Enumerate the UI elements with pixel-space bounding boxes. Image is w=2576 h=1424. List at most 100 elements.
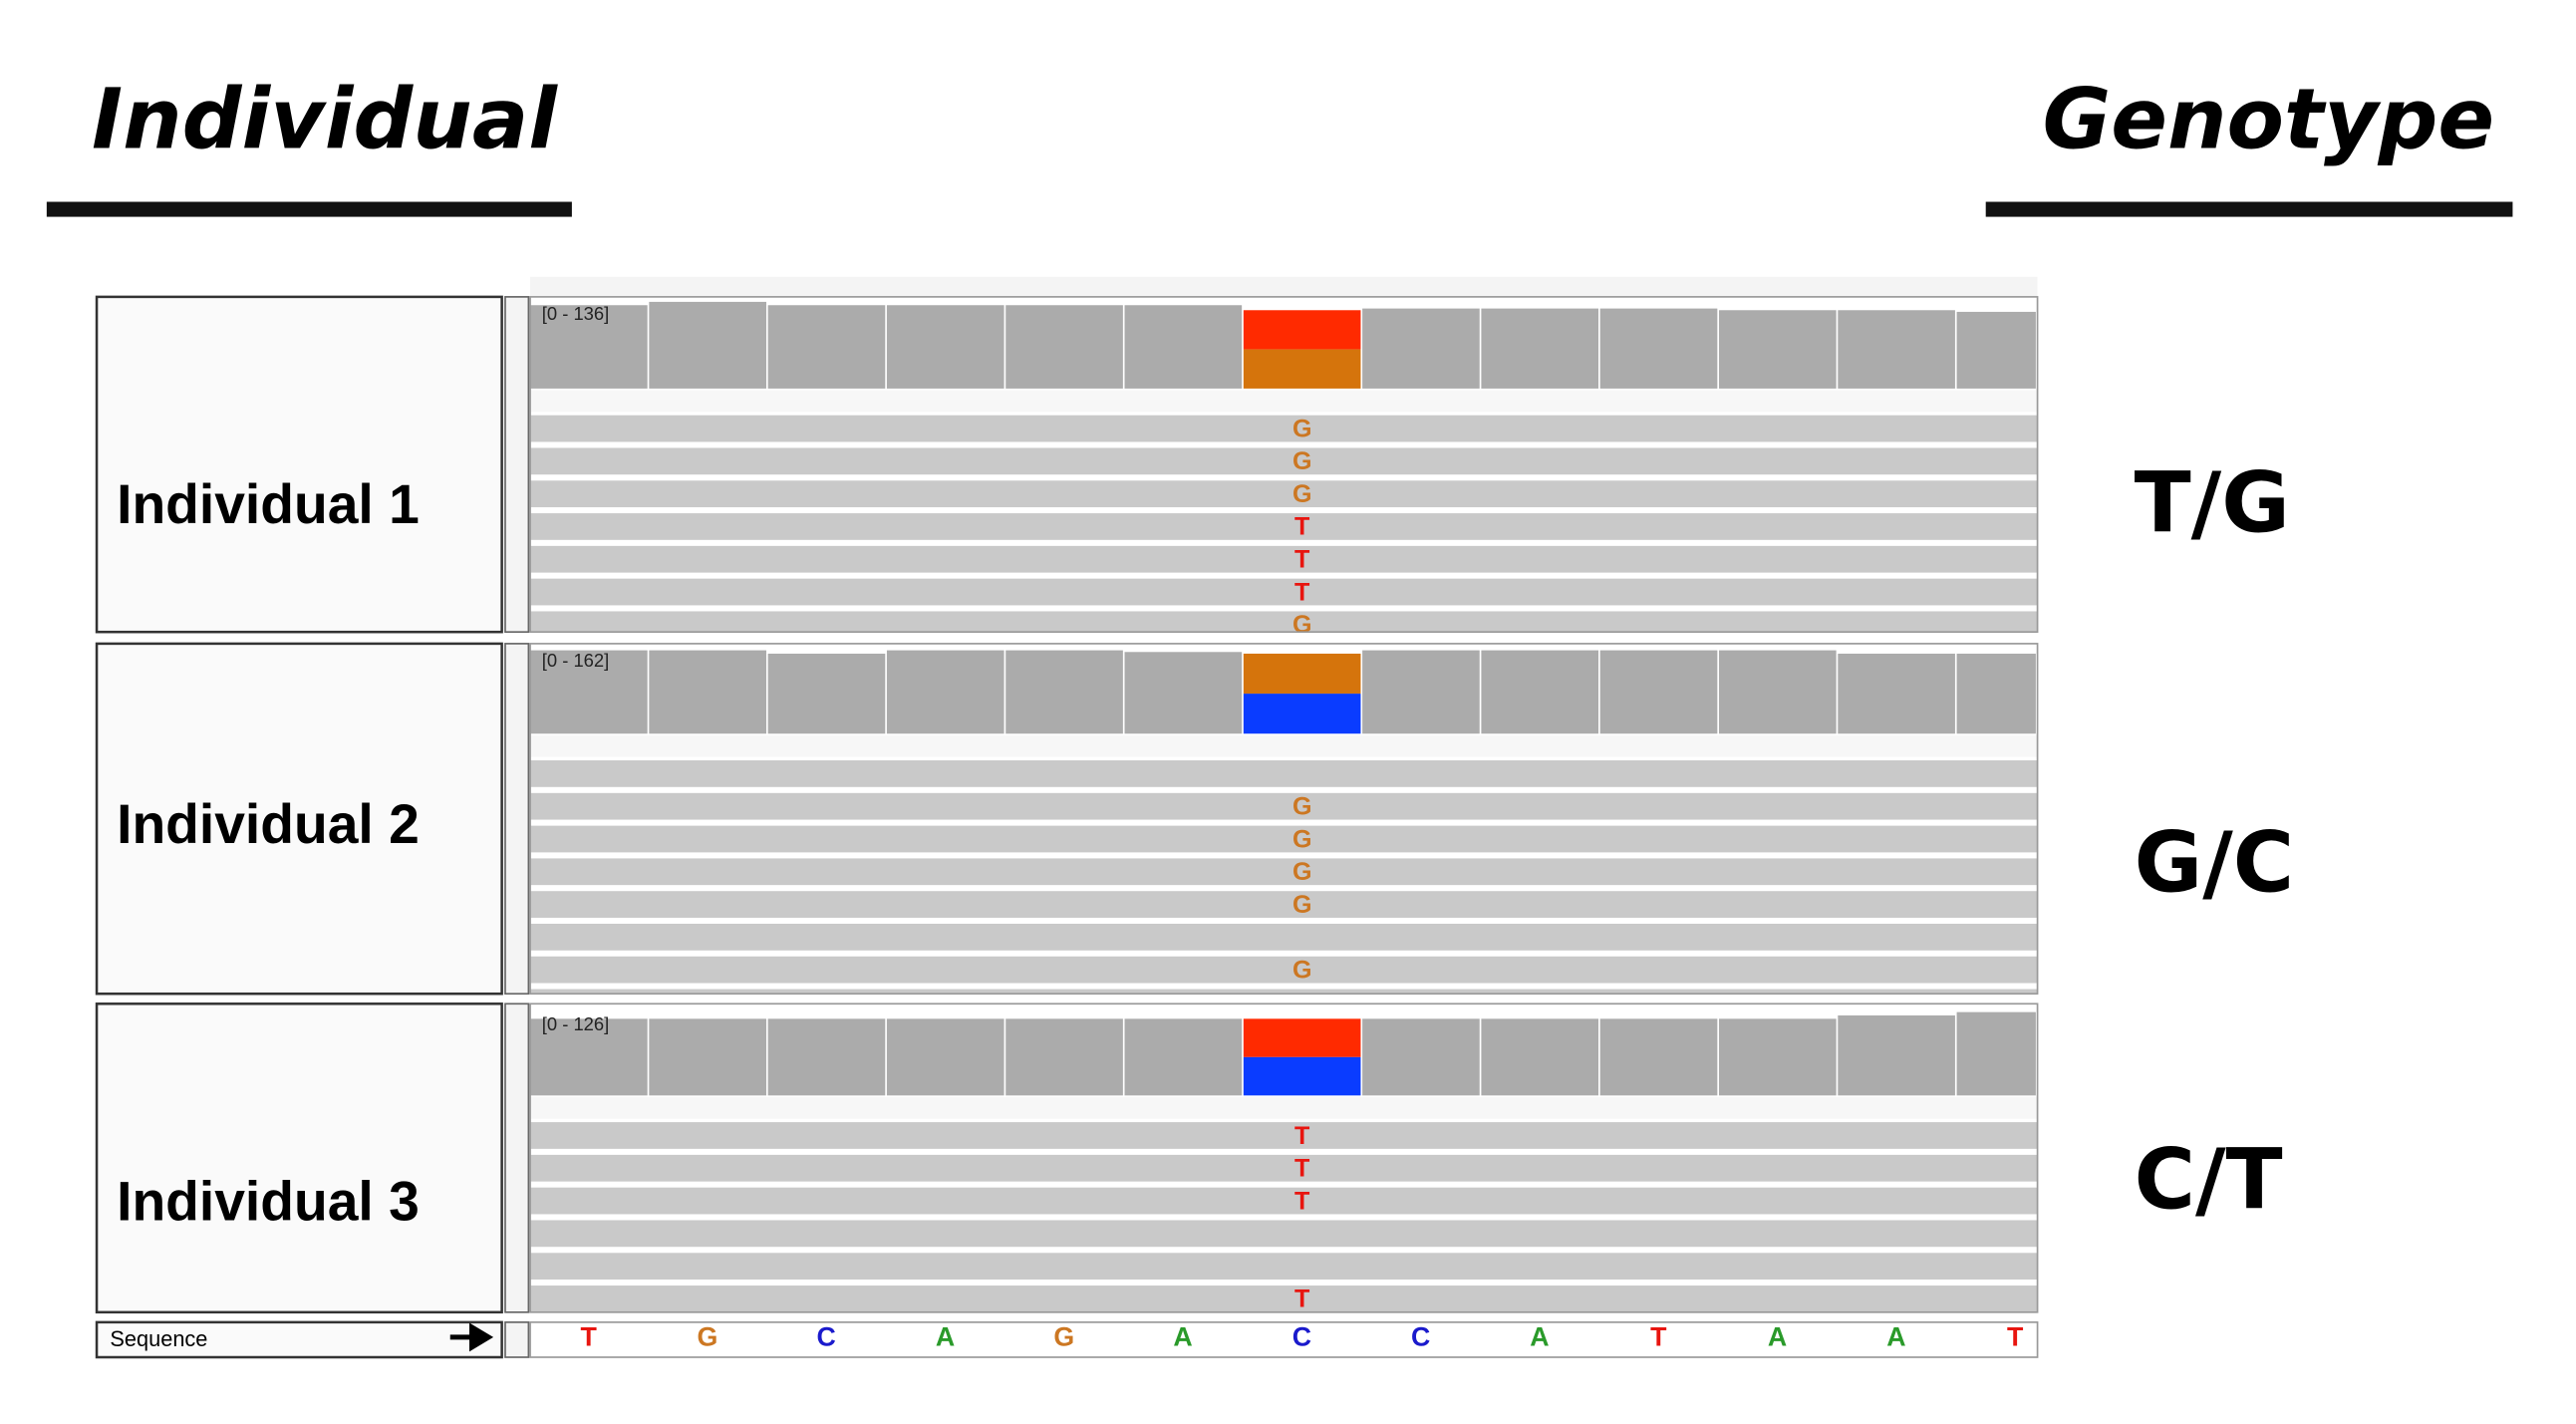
read-base: T (1294, 1187, 1310, 1215)
read-base: T (1294, 546, 1310, 574)
coverage-bar (767, 305, 886, 389)
coverage-bar (1005, 650, 1123, 734)
right-title: Genotype (2043, 70, 2495, 167)
read-base: T (1294, 578, 1310, 606)
track-border (529, 643, 2039, 996)
band (530, 1096, 2038, 1119)
coverage-bar (530, 1018, 648, 1096)
read (530, 825, 2038, 853)
range-label: [0 - 162] (542, 650, 609, 671)
read (530, 923, 2038, 951)
read (530, 578, 2038, 606)
read (530, 415, 2038, 442)
allele-bottom (1243, 349, 1361, 389)
read-base: T (1294, 1155, 1310, 1183)
read-base: T (1294, 1285, 1310, 1313)
sequence-track (529, 1321, 2039, 1358)
read-base: G (1292, 611, 1312, 639)
sequence-base: C (817, 1322, 836, 1352)
read (530, 447, 2038, 475)
read-base: G (1292, 891, 1312, 919)
coverage-bar (1719, 1018, 1837, 1096)
read-base: G (1292, 956, 1312, 984)
coverage-bar (1124, 1018, 1243, 1096)
underline (1985, 201, 2513, 217)
genotype: C/T (2135, 1131, 2283, 1229)
sequence-box (95, 1320, 503, 1359)
individual-label: Individual 2 (117, 793, 420, 855)
sequence-base: C (1292, 1322, 1311, 1352)
coverage-bar (649, 301, 766, 389)
coverage-bar (1362, 1018, 1480, 1096)
underline (46, 201, 572, 217)
coverage-bar (1599, 1018, 1718, 1096)
range-label: [0 - 136] (542, 303, 609, 324)
coverage-bar (530, 650, 648, 734)
coverage-bar (886, 1018, 1004, 1096)
read (530, 545, 2038, 573)
sequence-base: A (1768, 1322, 1787, 1352)
label-box (95, 642, 503, 996)
read (530, 513, 2038, 540)
sequence-base: A (1886, 1322, 1905, 1352)
genotype: G/C (2135, 814, 2295, 912)
allele-top (1243, 310, 1361, 350)
allele-bottom (1243, 1056, 1361, 1096)
sequence-base: T (580, 1322, 597, 1352)
sequence-label: Sequence (110, 1326, 207, 1351)
read (530, 956, 2038, 984)
sequence-base: C (1411, 1322, 1430, 1352)
read-base: G (1292, 447, 1312, 475)
individual-label: Individual 3 (117, 1170, 420, 1232)
read-base: T (1294, 1122, 1310, 1150)
left-title: Individual (92, 70, 558, 167)
coverage-bar (1124, 652, 1243, 734)
allele-top (1243, 653, 1361, 695)
read-base: T (1294, 513, 1310, 541)
read (530, 1220, 2038, 1248)
sequence-base: A (1530, 1322, 1549, 1352)
track-border (529, 1002, 2039, 1313)
read (530, 1187, 2038, 1215)
coverage-bar (767, 1018, 886, 1096)
label-box (95, 295, 503, 634)
sequence-base: A (936, 1322, 955, 1352)
read (530, 989, 2038, 995)
band (530, 734, 2038, 757)
coverage-bar (1362, 308, 1480, 389)
band (530, 390, 2038, 413)
sequence-base: T (1650, 1322, 1667, 1352)
read (530, 1285, 2038, 1312)
read (530, 1253, 2038, 1281)
read (530, 792, 2038, 820)
coverage-bar (1956, 311, 2036, 389)
coverage-bar (1719, 650, 1837, 734)
gutter (504, 296, 530, 634)
allele-top (1243, 1018, 1361, 1057)
coverage-bar (1362, 650, 1480, 734)
read-base: G (1292, 415, 1312, 442)
read (530, 760, 2038, 787)
coverage-bar (1956, 1011, 2036, 1096)
read (530, 480, 2038, 508)
read (530, 891, 2038, 918)
label-box (95, 1002, 503, 1314)
coverage-bar (649, 650, 766, 734)
read-base: G (1292, 825, 1312, 853)
coverage-bar (1719, 310, 1837, 389)
coverage-bar (1956, 653, 2036, 734)
allele-bottom (1243, 694, 1361, 734)
arrow (449, 1322, 494, 1352)
gutter (504, 1321, 530, 1358)
coverage-bar (530, 305, 648, 389)
coverage-bar (1838, 653, 1955, 734)
coverage-bar (1599, 650, 1718, 734)
coverage-bar (886, 650, 1004, 734)
range-label: [0 - 126] (542, 1013, 609, 1034)
read (530, 1154, 2038, 1182)
coverage-bar (1005, 305, 1123, 389)
coverage-bar (767, 653, 886, 734)
coverage-bar (1838, 1015, 1955, 1096)
